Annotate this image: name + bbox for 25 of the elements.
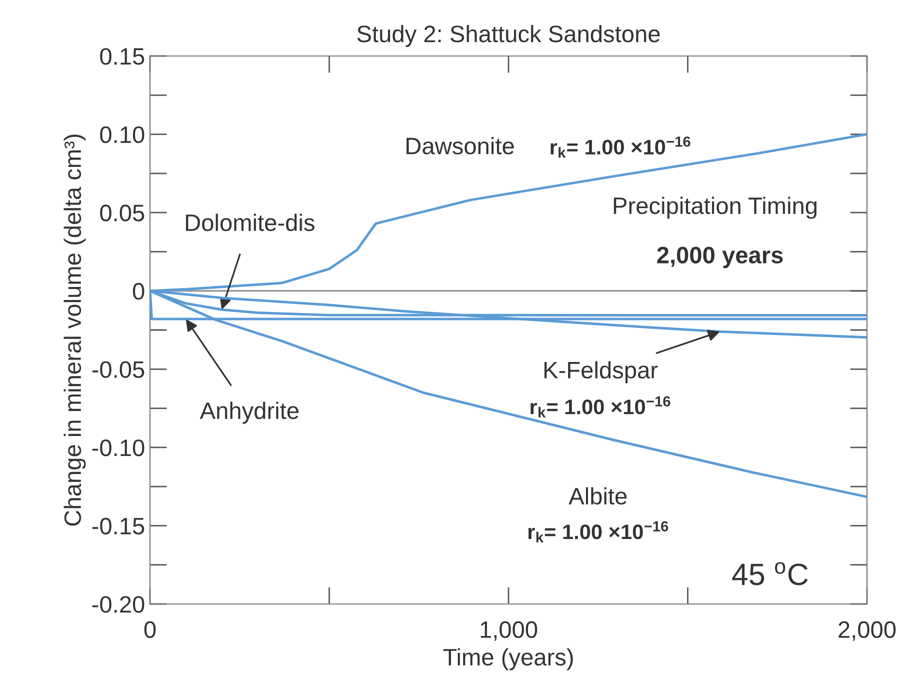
text: Anhydrite	[200, 402, 298, 424]
chart-title: Study 2: Shattuck Sandstone	[357, 25, 660, 48]
y-axis-title: Change in mineral volume (delta cm³)	[64, 134, 86, 526]
x-tick-label: 0	[144, 621, 156, 638]
y-tick-label: -0.15	[92, 518, 144, 534]
y-tick-label: 0.15	[100, 48, 144, 65]
y-tick-label: 0.10	[100, 126, 144, 144]
y-tick-label: -0.20	[92, 596, 144, 613]
y-tick-label: -0.05	[92, 361, 144, 378]
series-label: K-Feldspar	[544, 361, 658, 384]
y-tick-label: 0	[132, 282, 144, 300]
annotation: r$_{k}$= 1.00 ×10$^{−16}$	[528, 521, 668, 542]
series-label: Dawsonite	[406, 137, 514, 154]
x-tick-label: 2,000	[838, 621, 896, 641]
x-tick-label: 1,000	[480, 621, 538, 641]
annotation: r$_{k}$= 1.00 ×10$^{−16}$	[550, 136, 690, 158]
y-tick-label: 0.05	[100, 204, 144, 222]
annotation: 45 $^{o}$C	[732, 562, 808, 586]
y-tick-label: -0.10	[92, 439, 144, 456]
series-label: Albite	[568, 487, 627, 505]
annotation: Precipitation Timing	[614, 196, 816, 219]
x-axis-title: Time (years)	[443, 648, 573, 670]
annotation: 2,000 years	[657, 246, 783, 268]
text: Dolomite-dis	[186, 214, 314, 232]
annotation: r$_{k}$= 1.00 ×10$^{−16}$	[530, 396, 670, 418]
